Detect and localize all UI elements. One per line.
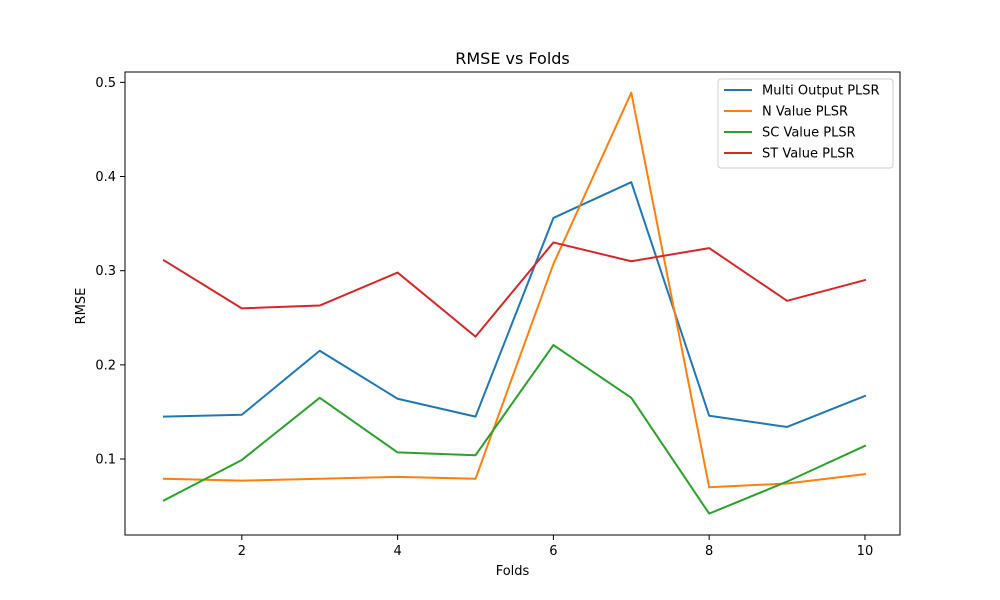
legend-label: N Value PLSR xyxy=(762,105,848,120)
x-tick-label: 6 xyxy=(549,544,557,559)
y-tick-label: 0.4 xyxy=(95,170,116,185)
y-axis-label: RMSE xyxy=(74,288,89,325)
x-tick-label: 10 xyxy=(857,544,874,559)
legend-label: SC Value PLSR xyxy=(762,126,856,141)
x-axis-label: Folds xyxy=(496,564,530,579)
y-tick-label: 0.1 xyxy=(95,453,116,468)
x-tick-label: 8 xyxy=(705,544,713,559)
x-tick-label: 4 xyxy=(393,544,401,559)
chart-title: RMSE vs Folds xyxy=(455,49,570,68)
legend-box xyxy=(717,78,894,169)
ticks-layer: 2 4 6 8 10 0.1 0.2 0.3 0.4 0.5 xyxy=(95,76,873,559)
x-tick-label: 2 xyxy=(238,544,246,559)
series-line-2 xyxy=(162,91,867,489)
legend: Multi Output PLSR N Value PLSR SC Value PL… xyxy=(717,78,894,169)
series-line-4 xyxy=(162,241,867,338)
legend-label: Multi Output PLSR xyxy=(762,84,880,99)
plot-area-frame xyxy=(124,71,901,536)
series-line-1 xyxy=(162,181,867,428)
series-layer xyxy=(162,91,867,515)
y-tick-label: 0.2 xyxy=(95,358,116,373)
y-tick-label: 0.3 xyxy=(95,264,116,279)
legend-label: ST Value PLSR xyxy=(762,147,855,162)
series-line-3 xyxy=(162,344,867,515)
y-tick-label: 0.5 xyxy=(95,76,116,91)
